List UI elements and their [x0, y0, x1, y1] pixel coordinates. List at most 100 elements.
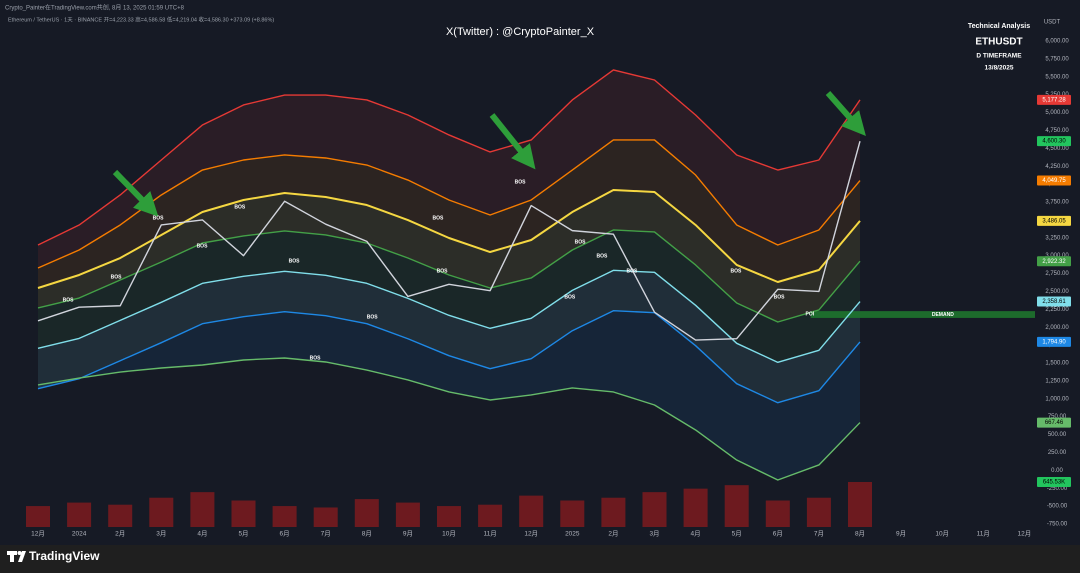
arrow [112, 169, 159, 217]
volume-bar [519, 495, 544, 527]
band-fill [38, 310, 860, 480]
x-tick-label: 7月 [814, 530, 824, 538]
annotation: BOS [730, 268, 742, 274]
x-tick-label: 2月 [115, 530, 125, 538]
y-tick-label: 1,000.00 [1045, 396, 1069, 402]
zone-label: DEMAND [932, 312, 954, 318]
arrow [825, 91, 866, 136]
x-tick-label: 7月 [321, 530, 331, 538]
y-tick-label: 1,500.00 [1045, 361, 1069, 367]
annotation: BOS [432, 215, 444, 221]
y-tick-label: 2,250.00 [1045, 307, 1069, 313]
y-tick-label: 2,500.00 [1045, 289, 1069, 295]
arrows [112, 91, 866, 217]
band-fill [38, 270, 860, 403]
x-tick-label: 3月 [649, 530, 659, 538]
annotation: BOS [564, 294, 576, 300]
plot: DEMAND [26, 69, 1035, 527]
y-tick-label: 4,500.00 [1045, 146, 1069, 152]
annotation: BOS [289, 258, 301, 264]
x-tick-label: 6月 [280, 530, 290, 538]
price-badge-label: 667.46 [1045, 420, 1064, 426]
series-line [37, 357, 861, 481]
x-tick-label: 12月 [31, 530, 45, 538]
volume-bar [149, 497, 174, 527]
volume-bar [231, 500, 256, 527]
demand-zone [810, 311, 1035, 318]
x-tick-label: 4月 [197, 530, 207, 538]
y-tick-label: 4,250.00 [1045, 164, 1069, 170]
series-line [37, 188, 861, 289]
volume-bar [601, 497, 626, 527]
band-fill [38, 139, 860, 289]
price-badge [1037, 417, 1071, 428]
info-timeframe: D TIMEFRAME [976, 53, 1022, 60]
x-tick-label: 2月 [608, 530, 618, 538]
volume-bar [724, 485, 749, 527]
price-badge [1037, 94, 1071, 105]
volume-bar [437, 506, 461, 527]
brand-logo [7, 551, 26, 562]
price-badge-label: 5,177.28 [1042, 97, 1066, 103]
x-tick-label: 5月 [238, 530, 248, 538]
volume-bar [313, 507, 338, 527]
info-title: Technical Analysis [968, 23, 1030, 30]
price-badge-label: 645.53K [1043, 480, 1065, 486]
annotation: BOS [234, 204, 246, 210]
y-tick-label: 6,000.00 [1045, 39, 1069, 45]
x-tick-label: 9月 [403, 530, 413, 538]
annotation: BOS [153, 215, 165, 221]
price-badge [1037, 477, 1071, 487]
x-tick-label: 8月 [362, 530, 372, 538]
series-line [37, 69, 861, 246]
annotation: BOS [197, 243, 209, 249]
band-fill [38, 69, 860, 268]
price-badge-label: 1,794.90 [1042, 339, 1066, 345]
series-line [37, 269, 861, 364]
y-tick-label: 4,750.00 [1045, 128, 1069, 134]
watermark: X(Twitter) : @CryptoPainter_X [446, 26, 595, 38]
series-line [37, 140, 861, 341]
x-tick-label: 11月 [483, 530, 496, 538]
y-tick-label: 0.00 [1051, 468, 1063, 474]
y-tick-label: 2,750.00 [1045, 271, 1069, 277]
x-tick-label: 5月 [732, 530, 742, 538]
annotation: BOS [626, 268, 638, 274]
price-badge [1037, 336, 1071, 347]
x-tick-label: 3月 [156, 530, 166, 538]
price-badge-label: 3,486.05 [1042, 218, 1066, 224]
volume-bar [354, 499, 379, 527]
series-line [37, 309, 861, 404]
volume-bar [765, 500, 790, 527]
volume-bar [560, 500, 585, 527]
annotation: BOS [367, 314, 379, 320]
price-badge-label: 4,600.30 [1042, 139, 1066, 145]
price-axis-bg [1035, 0, 1080, 545]
volume-bar [683, 488, 708, 527]
y-tick-label: 1,250.00 [1045, 378, 1069, 384]
annotation: POI [806, 311, 815, 317]
x-tick-label: 9月 [896, 530, 906, 538]
y-tick-label: 250.00 [1048, 450, 1067, 456]
annotation: BOS [596, 253, 608, 259]
y-tick-label: -500.00 [1047, 504, 1068, 510]
price-badge-label: 4,049.75 [1042, 178, 1066, 184]
band-fill [38, 229, 860, 363]
annotation: BOS [774, 294, 786, 300]
y-tick-label: 5,500.00 [1045, 74, 1069, 80]
y-tick-label: 5,000.00 [1045, 110, 1069, 116]
y-tick-label: 2,000.00 [1045, 325, 1069, 331]
volume-bar [642, 492, 667, 527]
price-badge-label: 2,358.61 [1042, 299, 1066, 305]
annotation: BOS [575, 239, 587, 245]
volume-bar [848, 482, 872, 527]
info-date: 13/8/2025 [985, 65, 1014, 72]
footer-bar [0, 545, 1080, 573]
arrow [489, 113, 536, 170]
annotation: BOS [310, 355, 322, 361]
price-badge [1037, 215, 1071, 226]
price-badge [1037, 136, 1071, 147]
annotation: BOS [63, 297, 75, 303]
